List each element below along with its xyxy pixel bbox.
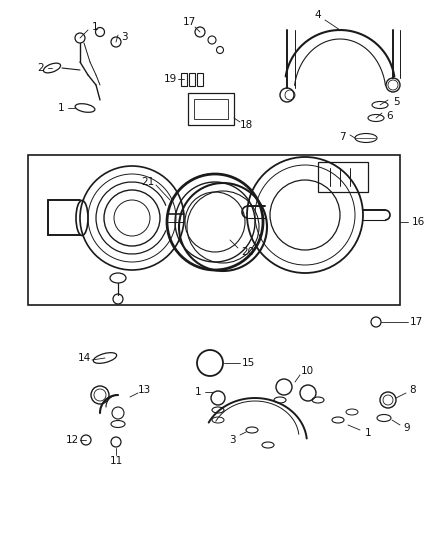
Text: 2: 2: [38, 63, 44, 73]
Bar: [318, 162, 368, 192]
Text: 12: 12: [65, 435, 79, 445]
Bar: [28, 155, 400, 305]
Text: 3: 3: [121, 32, 127, 42]
Bar: [181, 73, 187, 86]
Text: 4: 4: [314, 10, 321, 20]
Text: 1: 1: [194, 387, 201, 397]
Text: 8: 8: [410, 385, 416, 395]
Text: 6: 6: [387, 111, 393, 121]
Text: 13: 13: [138, 385, 151, 395]
Text: 1: 1: [365, 428, 371, 438]
Text: 1: 1: [58, 103, 64, 113]
Text: 20: 20: [241, 247, 254, 257]
Bar: [189, 73, 195, 86]
Text: 19: 19: [163, 74, 177, 84]
Text: 7: 7: [339, 132, 345, 142]
Text: 17: 17: [410, 317, 423, 327]
Text: 21: 21: [141, 177, 155, 187]
Bar: [197, 73, 203, 86]
Bar: [188, 93, 234, 125]
Text: 15: 15: [241, 358, 254, 368]
Text: 18: 18: [240, 120, 253, 130]
Text: 17: 17: [182, 17, 196, 27]
Text: 16: 16: [411, 217, 424, 227]
Text: 3: 3: [229, 435, 235, 445]
Text: 1: 1: [92, 22, 98, 32]
Text: 5: 5: [393, 97, 399, 107]
Text: 9: 9: [404, 423, 410, 433]
Bar: [194, 99, 228, 119]
Text: 14: 14: [78, 353, 91, 363]
Text: 11: 11: [110, 456, 123, 466]
Text: 10: 10: [300, 366, 314, 376]
